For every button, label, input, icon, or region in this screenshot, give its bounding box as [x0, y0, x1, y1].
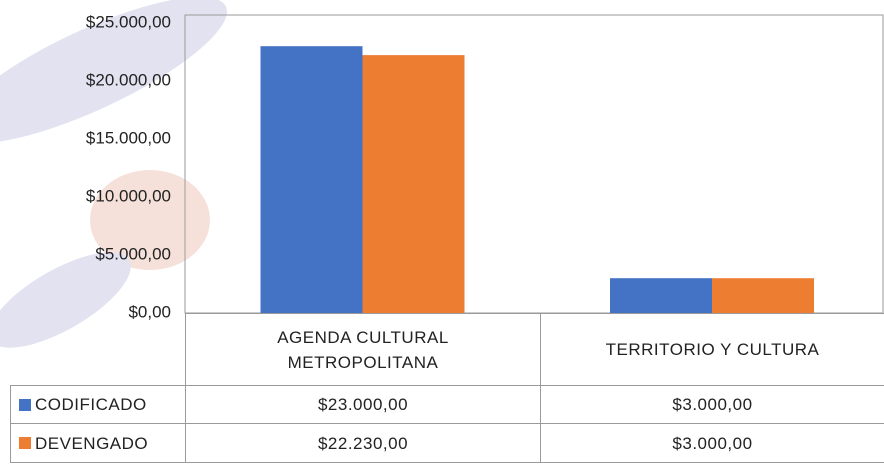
bar [610, 278, 712, 313]
legend-entry: DEVENGADO [10, 423, 186, 463]
category-label: TERRITORIO Y CULTURA [540, 313, 884, 386]
category-label: AGENDA CULTURAL METROPOLITANA [185, 313, 541, 386]
background-decoration [0, 0, 243, 366]
legend-label: CODIFICADO [35, 392, 147, 417]
legend-swatch [19, 437, 31, 449]
y-tick-label: $5.000,00 [95, 244, 171, 263]
y-tick-label: $10.000,00 [86, 186, 171, 205]
chart: $0,00 $5.000,00 $10.000,00 $15.000,00 $20.00… [0, 0, 884, 465]
bar [261, 46, 363, 313]
bar [363, 55, 465, 313]
data-table-value: $3.000,00 [540, 423, 884, 463]
y-tick-label: $15.000,00 [86, 128, 171, 147]
legend-swatch [19, 399, 31, 411]
legend-label: DEVENGADO [35, 431, 148, 456]
data-table-value: $23.000,00 [185, 385, 541, 424]
data-table-value: $22.230,00 [185, 423, 541, 463]
y-tick-label: $0,00 [128, 302, 171, 321]
y-tick-label: $25.000,00 [86, 12, 171, 31]
legend-entry: CODIFICADO [10, 385, 186, 424]
y-tick-label: $20.000,00 [86, 70, 171, 89]
data-table-value: $3.000,00 [540, 385, 884, 424]
bar [712, 278, 814, 313]
